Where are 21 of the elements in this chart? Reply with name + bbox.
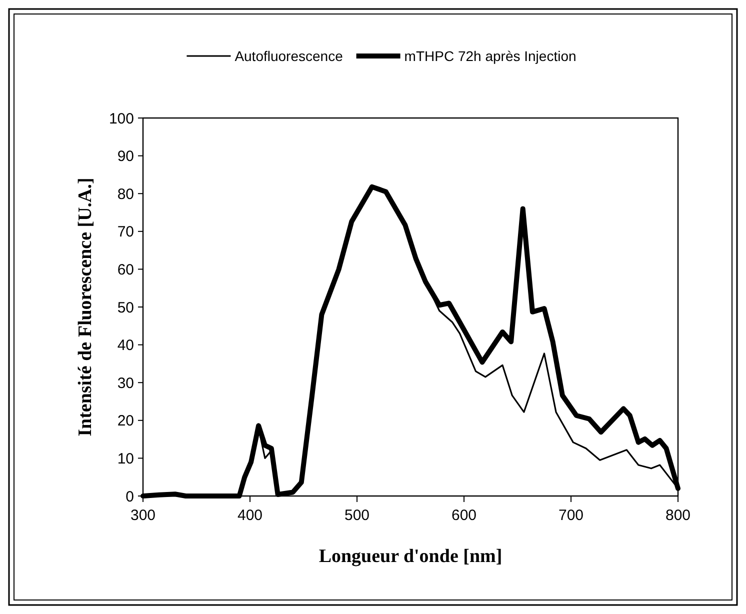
x-tick-label: 400 [237,507,263,524]
y-tick-label: 50 [117,299,134,316]
y-axis-title: Intensité de Fluorescence [U.A.] [75,178,96,436]
y-tick-label: 40 [117,337,134,354]
x-tick-label: 500 [344,507,370,524]
y-tick-label: 10 [117,450,134,468]
y-tick-label: 0 [126,488,134,506]
y-tick-label: 90 [117,148,134,166]
x-tick-label: 800 [665,507,691,524]
y-tick-label: 20 [117,412,134,430]
y-tick-label: 70 [117,224,134,241]
x-axis-title: Longueur d'onde [nm] [318,546,502,567]
y-tick-label: 60 [117,261,134,278]
y-tick-label: 30 [117,374,134,392]
y-tick-label: 100 [108,110,134,128]
legend-label: Autofluorescence [234,48,344,64]
x-tick-label: 700 [558,507,584,524]
y-tick-label: 80 [117,186,134,203]
x-tick-label: 300 [130,507,156,524]
x-tick-label: 600 [451,507,477,524]
legend-label: mTHPC 72h après Injection [404,48,576,64]
